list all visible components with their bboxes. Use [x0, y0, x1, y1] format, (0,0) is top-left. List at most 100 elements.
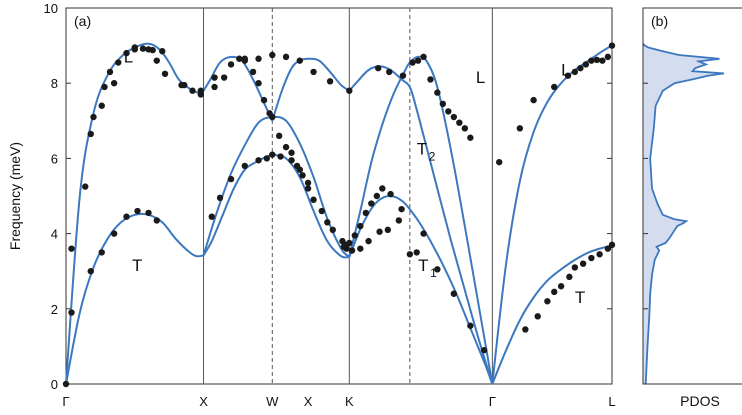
data-point-12	[189, 87, 196, 94]
x-axis-label-pdos: PDOS	[680, 393, 720, 409]
y-axis-label: Frequency (meV)	[7, 142, 23, 250]
data-point-68	[269, 113, 276, 121]
data-point-53	[98, 102, 105, 109]
data-point-3	[115, 59, 122, 66]
data-point-82	[351, 232, 359, 239]
data-point-123	[522, 326, 529, 333]
data-point-113	[296, 166, 304, 173]
data-point-21	[326, 78, 334, 85]
data-point-108	[255, 157, 262, 164]
data-point-117	[357, 245, 364, 252]
dispersion-curve-11	[491, 244, 613, 385]
x-tick-label-1: X	[199, 394, 208, 409]
data-point-129	[571, 264, 579, 271]
branch-label-5: L	[561, 61, 570, 80]
data-point-54	[110, 80, 118, 87]
dispersion-curve-3	[348, 65, 494, 385]
dispersion-curve-5	[202, 153, 273, 256]
data-point-70	[282, 143, 290, 151]
data-point-39	[530, 96, 537, 104]
data-point-126	[551, 288, 558, 296]
dispersion-curve-4	[65, 212, 204, 385]
y-ticks: 0 2 4 6 8 10	[44, 1, 612, 392]
data-point-44	[582, 61, 590, 68]
data-point-60	[220, 74, 228, 81]
data-point-6	[139, 45, 147, 52]
data-point-37	[496, 158, 503, 166]
dispersion-curve-10	[491, 44, 613, 385]
data-point-111	[277, 153, 284, 160]
x-tick-label-2: W	[266, 394, 279, 409]
branch-label-sub-2: 2	[429, 150, 436, 164]
data-point-97	[87, 268, 94, 275]
data-point-1	[101, 83, 108, 91]
data-point-50	[68, 245, 75, 252]
data-point-102	[145, 209, 152, 217]
data-point-30	[434, 89, 441, 96]
data-point-49	[608, 42, 616, 49]
data-point-61	[227, 61, 235, 68]
data-point-132	[596, 251, 603, 258]
dispersion-curve-0	[65, 42, 204, 385]
data-point-109	[263, 155, 270, 162]
data-point-26	[409, 59, 416, 66]
data-point-127	[557, 283, 565, 290]
data-point-32	[445, 108, 452, 115]
data-point-8	[149, 46, 156, 54]
data-point-128	[566, 273, 573, 281]
data-point-93	[467, 322, 474, 329]
y-tick-label-3: 6	[51, 151, 58, 166]
data-point-35	[461, 125, 469, 132]
data-point-25	[399, 72, 407, 79]
data-point-46	[593, 56, 601, 64]
data-point-63	[241, 57, 248, 64]
data-point-73	[299, 172, 306, 179]
data-point-18	[282, 53, 290, 61]
data-point-78	[329, 226, 337, 234]
data-point-106	[227, 175, 235, 183]
data-point-20	[310, 68, 317, 76]
data-point-33	[450, 113, 458, 121]
data-point-64	[249, 68, 257, 76]
dispersion-curve-7	[202, 115, 351, 258]
data-point-87	[379, 185, 386, 192]
high-symmetry-lines	[203, 8, 493, 384]
branch-labels: LTT 2T 1L LT	[124, 48, 585, 308]
data-point-59	[211, 83, 218, 91]
data-point-62	[236, 55, 243, 62]
branch-label-3: T	[418, 256, 428, 275]
data-point-19	[296, 57, 304, 64]
data-point-84	[362, 209, 370, 217]
data-point-9	[153, 57, 160, 64]
data-point-124	[534, 313, 541, 320]
y-tick-label-5: 10	[44, 1, 58, 16]
data-point-136	[406, 251, 414, 258]
x-tick-label-7: L	[608, 394, 615, 409]
x-tick-label-6: Γ	[489, 394, 496, 409]
data-point-41	[564, 72, 572, 79]
data-point-23	[374, 64, 382, 72]
data-point-83	[357, 222, 364, 230]
data-point-96	[68, 309, 75, 316]
data-point-116	[348, 247, 356, 254]
y-tick-label-2: 4	[51, 227, 58, 242]
data-point-58	[197, 87, 204, 94]
data-point-122	[413, 249, 420, 256]
data-point-28	[420, 53, 427, 61]
data-point-134	[608, 241, 616, 249]
data-point-45	[588, 57, 595, 64]
pdos-line	[642, 43, 725, 385]
pdos-area	[643, 43, 724, 384]
data-point-114	[304, 179, 312, 187]
data-point-4	[123, 49, 130, 57]
dispersion-curve-9	[348, 55, 494, 385]
panel-b: PDOS (b)	[642, 7, 742, 409]
data-point-2	[106, 68, 114, 76]
data-point-69	[275, 132, 283, 140]
data-point-0	[90, 113, 97, 121]
data-point-51	[82, 183, 89, 190]
branch-label-1: T	[132, 256, 142, 275]
panel-a-frame	[65, 7, 613, 385]
